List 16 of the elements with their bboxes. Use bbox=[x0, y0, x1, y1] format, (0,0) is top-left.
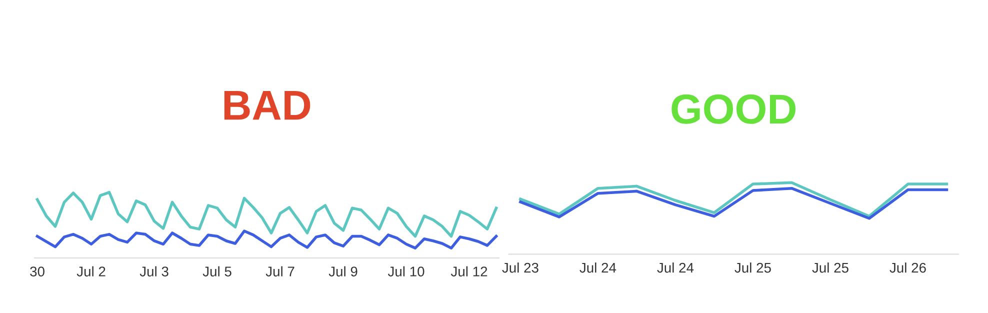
x-tick-label: Jul 24 bbox=[657, 262, 694, 273]
chart-title: GOOD bbox=[672, 94, 796, 124]
x-tick-label: Jul 9 bbox=[328, 266, 358, 276]
x-tick-label: Jul 3 bbox=[140, 266, 168, 276]
x-tick-label: Jul 23 bbox=[502, 262, 538, 273]
x-tick-label: Jul 2 bbox=[76, 266, 106, 276]
x-tick-label: Jul 7 bbox=[266, 266, 294, 276]
x-tick-label: Jul 25 bbox=[734, 262, 771, 273]
x-tick-label: Jul 24 bbox=[580, 262, 616, 273]
x-tick-label: Jul 25 bbox=[812, 262, 848, 273]
chart-title: BAD bbox=[224, 90, 310, 120]
x-tick-label: 30 bbox=[30, 266, 44, 276]
x-tick-label: Jul 26 bbox=[890, 262, 926, 273]
x-tick-label: Jul 10 bbox=[388, 266, 424, 276]
x-tick-label: Jul 5 bbox=[202, 266, 232, 276]
x-tick-label: Jul 12 bbox=[450, 266, 488, 276]
